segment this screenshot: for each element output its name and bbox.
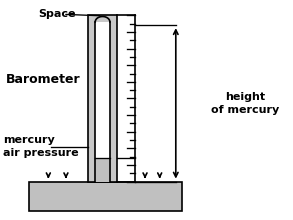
- Bar: [95, 158, 110, 182]
- Text: height
of mercury: height of mercury: [211, 92, 279, 115]
- Text: air pressure: air pressure: [3, 148, 79, 158]
- Text: Space: Space: [38, 9, 76, 19]
- Text: mercury: mercury: [3, 135, 55, 145]
- Bar: [95, 22, 110, 158]
- Bar: [29, 182, 182, 211]
- Text: Barometer: Barometer: [6, 73, 81, 86]
- Bar: [88, 15, 117, 181]
